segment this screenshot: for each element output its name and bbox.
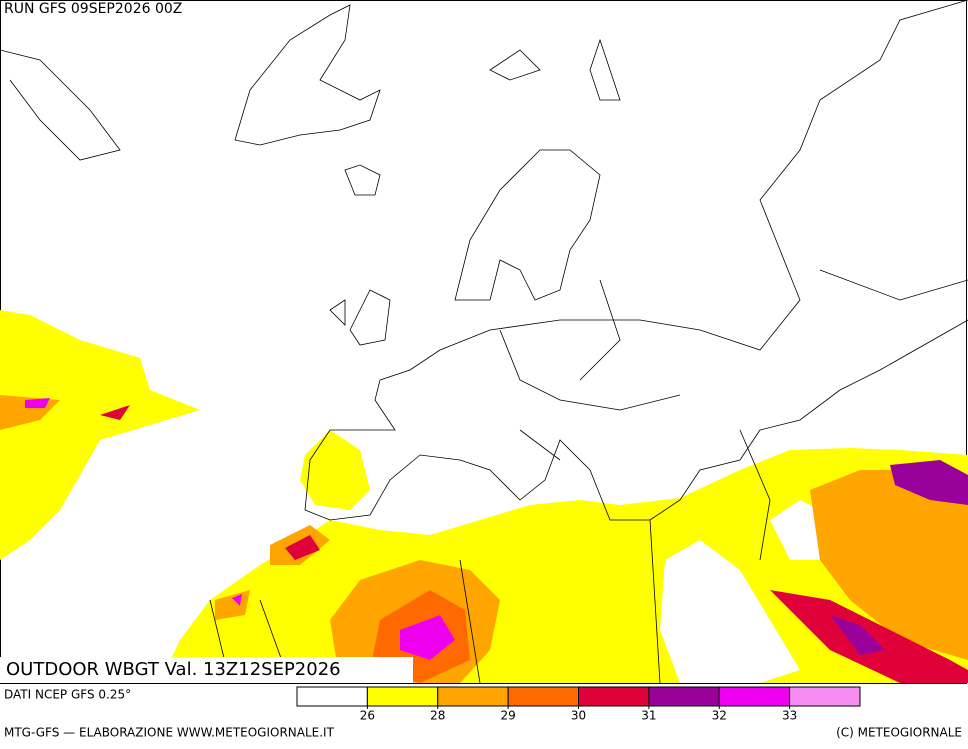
color-box <box>437 686 509 707</box>
title-box <box>0 657 413 683</box>
map: OUTDOOR WBGT Val. 13Z12SEP2026 RUN GFS 0… <box>0 0 968 684</box>
field-26 <box>300 430 370 510</box>
coastline <box>234 4 381 146</box>
coastline <box>344 164 381 196</box>
run-label: RUN GFS 09SEP2026 00Z <box>4 1 182 17</box>
field-26 <box>0 310 200 560</box>
field-28 <box>810 470 968 660</box>
coastline <box>304 319 968 521</box>
color-box <box>296 686 368 707</box>
color-box <box>648 686 720 707</box>
footer-left: MTG-GFS — ELABORAZIONE WWW.METEOGIORNALE… <box>4 726 335 740</box>
map-title: OUTDOOR WBGT Val. 13Z12SEP2026 <box>6 659 341 680</box>
colorbar: 26 28 29 30 31 32 33 <box>296 686 861 723</box>
field-white <box>660 540 800 683</box>
field-28 <box>0 395 330 620</box>
tick-label: 29 <box>500 709 515 723</box>
border <box>209 0 968 684</box>
tick-label: 26 <box>360 709 375 723</box>
color-box <box>789 686 861 707</box>
field-33 <box>25 398 455 660</box>
tick-label: 28 <box>430 709 445 723</box>
color-box <box>718 686 791 707</box>
field-31 <box>100 405 320 560</box>
tick-label: 31 <box>641 709 656 723</box>
color-box <box>578 686 650 707</box>
coastline <box>329 289 391 346</box>
footer-right: (C) METEOGIORNALE <box>836 726 962 740</box>
source-label: DATI NCEP GFS 0.25° <box>4 688 131 702</box>
coastline <box>454 149 601 301</box>
tick-label: 32 <box>712 709 727 723</box>
tick-label: 30 <box>571 709 586 723</box>
field-32 <box>830 460 968 655</box>
tick-label: 33 <box>782 709 797 723</box>
coastline <box>0 38 621 161</box>
color-box <box>366 686 439 707</box>
color-box <box>507 686 579 707</box>
